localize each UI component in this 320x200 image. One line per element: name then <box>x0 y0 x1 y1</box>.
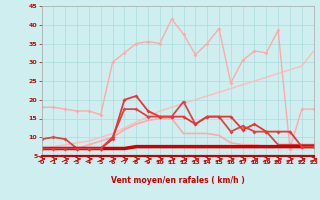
X-axis label: Vent moyen/en rafales ( km/h ): Vent moyen/en rafales ( km/h ) <box>111 176 244 185</box>
